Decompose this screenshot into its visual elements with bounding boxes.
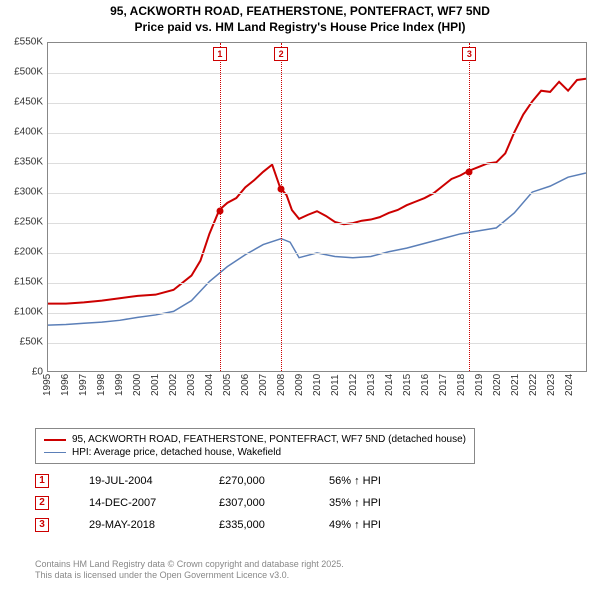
x-tick-label: 1996 [60, 374, 71, 396]
sale-badge: 2 [35, 496, 49, 510]
marker-point [278, 185, 285, 192]
x-tick-label: 2002 [168, 374, 179, 396]
x-axis: 1995199619971998199920002001200220032004… [47, 374, 587, 399]
marker-badge: 3 [462, 47, 476, 61]
x-tick-label: 1997 [78, 374, 89, 396]
y-tick-label: £350K [14, 157, 43, 168]
x-tick-label: 2000 [132, 374, 143, 396]
chart-title: 95, ACKWORTH ROAD, FEATHERSTONE, PONTEFR… [0, 0, 600, 35]
gridline [48, 253, 586, 254]
gridline [48, 133, 586, 134]
gridline [48, 73, 586, 74]
sale-pct: 35% ↑ HPI [329, 497, 439, 509]
marker-point [216, 208, 223, 215]
sale-badge: 1 [35, 474, 49, 488]
gridline [48, 193, 586, 194]
legend-item: HPI: Average price, detached house, Wake… [44, 446, 466, 459]
footnote: Contains HM Land Registry data © Crown c… [35, 559, 344, 582]
x-tick-label: 1998 [96, 374, 107, 396]
gridline [48, 103, 586, 104]
series-price_paid [48, 79, 586, 304]
x-tick-label: 2007 [258, 374, 269, 396]
marker-badge: 2 [274, 47, 288, 61]
gridline [48, 163, 586, 164]
sale-row: 3 29-MAY-2018£335,00049% ↑ HPI [35, 514, 439, 536]
sale-price: £307,000 [219, 497, 329, 509]
plot-area: 1 2 3 [47, 42, 587, 372]
sale-date: 29-MAY-2018 [89, 519, 219, 531]
x-tick-label: 2004 [204, 374, 215, 396]
sale-row: 1 19-JUL-2004£270,00056% ↑ HPI [35, 470, 439, 492]
gridline [48, 343, 586, 344]
x-tick-label: 2021 [510, 374, 521, 396]
x-tick-label: 2012 [348, 374, 359, 396]
x-tick-label: 1995 [42, 374, 53, 396]
x-tick-label: 2015 [402, 374, 413, 396]
y-tick-label: £300K [14, 187, 43, 198]
legend: 95, ACKWORTH ROAD, FEATHERSTONE, PONTEFR… [35, 428, 475, 464]
y-tick-label: £150K [14, 277, 43, 288]
y-tick-label: £250K [14, 217, 43, 228]
x-tick-label: 2011 [330, 374, 341, 396]
legend-swatch [44, 439, 66, 441]
x-tick-label: 2016 [420, 374, 431, 396]
sale-price: £335,000 [219, 519, 329, 531]
gridline [48, 313, 586, 314]
sale-date: 19-JUL-2004 [89, 475, 219, 487]
marker-line [469, 43, 470, 371]
y-tick-label: £450K [14, 97, 43, 108]
title-line-2: Price paid vs. HM Land Registry's House … [10, 20, 590, 36]
x-tick-label: 1999 [114, 374, 125, 396]
sales-table: 1 19-JUL-2004£270,00056% ↑ HPI 2 14-DEC-200… [35, 470, 439, 536]
y-tick-label: £400K [14, 127, 43, 138]
legend-label: HPI: Average price, detached house, Wake… [72, 447, 281, 458]
x-tick-label: 2017 [438, 374, 449, 396]
x-tick-label: 2014 [384, 374, 395, 396]
line-chart-svg [48, 43, 586, 371]
y-tick-label: £500K [14, 67, 43, 78]
legend-swatch [44, 452, 66, 454]
x-tick-label: 2008 [276, 374, 287, 396]
sale-pct: 49% ↑ HPI [329, 519, 439, 531]
x-tick-label: 2019 [474, 374, 485, 396]
chart-area: £0£50K£100K£150K£200K£250K£300K£350K£400… [5, 42, 595, 397]
x-tick-label: 2023 [546, 374, 557, 396]
marker-badge: 1 [213, 47, 227, 61]
footnote-line-2: This data is licensed under the Open Gov… [35, 570, 344, 582]
sale-date: 14-DEC-2007 [89, 497, 219, 509]
legend-label: 95, ACKWORTH ROAD, FEATHERSTONE, PONTEFR… [72, 434, 466, 445]
x-tick-label: 2005 [222, 374, 233, 396]
x-tick-label: 2006 [240, 374, 251, 396]
gridline [48, 223, 586, 224]
x-tick-label: 2020 [492, 374, 503, 396]
series-hpi [48, 173, 586, 325]
x-tick-label: 2013 [366, 374, 377, 396]
gridline [48, 283, 586, 284]
marker-line [281, 43, 282, 371]
sale-pct: 56% ↑ HPI [329, 475, 439, 487]
title-line-1: 95, ACKWORTH ROAD, FEATHERSTONE, PONTEFR… [10, 4, 590, 20]
y-tick-label: £50K [20, 337, 43, 348]
x-tick-label: 2010 [312, 374, 323, 396]
y-tick-label: £550K [14, 37, 43, 48]
sale-row: 2 14-DEC-2007£307,00035% ↑ HPI [35, 492, 439, 514]
x-tick-label: 2001 [150, 374, 161, 396]
sale-price: £270,000 [219, 475, 329, 487]
sale-badge: 3 [35, 518, 49, 532]
footnote-line-1: Contains HM Land Registry data © Crown c… [35, 559, 344, 571]
x-tick-label: 2024 [564, 374, 575, 396]
x-tick-label: 2022 [528, 374, 539, 396]
y-tick-label: £200K [14, 247, 43, 258]
x-tick-label: 2009 [294, 374, 305, 396]
x-tick-label: 2018 [456, 374, 467, 396]
legend-item: 95, ACKWORTH ROAD, FEATHERSTONE, PONTEFR… [44, 433, 466, 446]
y-axis: £0£50K£100K£150K£200K£250K£300K£350K£400… [5, 42, 45, 372]
x-tick-label: 2003 [186, 374, 197, 396]
marker-point [466, 169, 473, 176]
y-tick-label: £100K [14, 307, 43, 318]
